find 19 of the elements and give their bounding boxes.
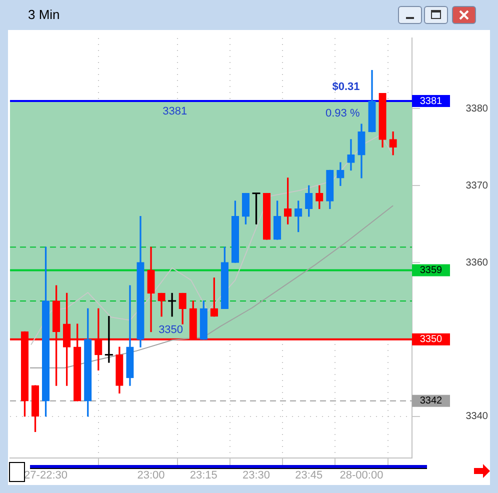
- annotation: 3381: [162, 105, 188, 118]
- x-tick-label: 23:45: [295, 469, 323, 482]
- x-tick-label: 23:00: [137, 469, 165, 482]
- chart-title: 3 Min: [28, 7, 60, 22]
- x-tick-label: 27-22:30: [24, 469, 68, 482]
- annotation: $0.31: [332, 81, 360, 94]
- x-tick-label: 28-00:00: [340, 469, 384, 482]
- y-tick-label: 3340: [466, 411, 488, 422]
- ref-line-label: 3381: [420, 96, 443, 107]
- x-tick-label: 23:30: [242, 469, 270, 482]
- annotation: 0.93 %: [326, 108, 360, 120]
- y-tick-label: 3370: [466, 180, 488, 192]
- ref-line-label: 3359: [420, 264, 443, 276]
- annotation: 3350: [158, 324, 184, 336]
- ref-line-label: 3350: [420, 334, 443, 346]
- ref-line-label: 3342: [420, 396, 443, 407]
- y-tick-label: 3360: [466, 257, 488, 268]
- x-tick-label: 23:15: [190, 469, 218, 482]
- y-tick-label: 3380: [466, 103, 488, 114]
